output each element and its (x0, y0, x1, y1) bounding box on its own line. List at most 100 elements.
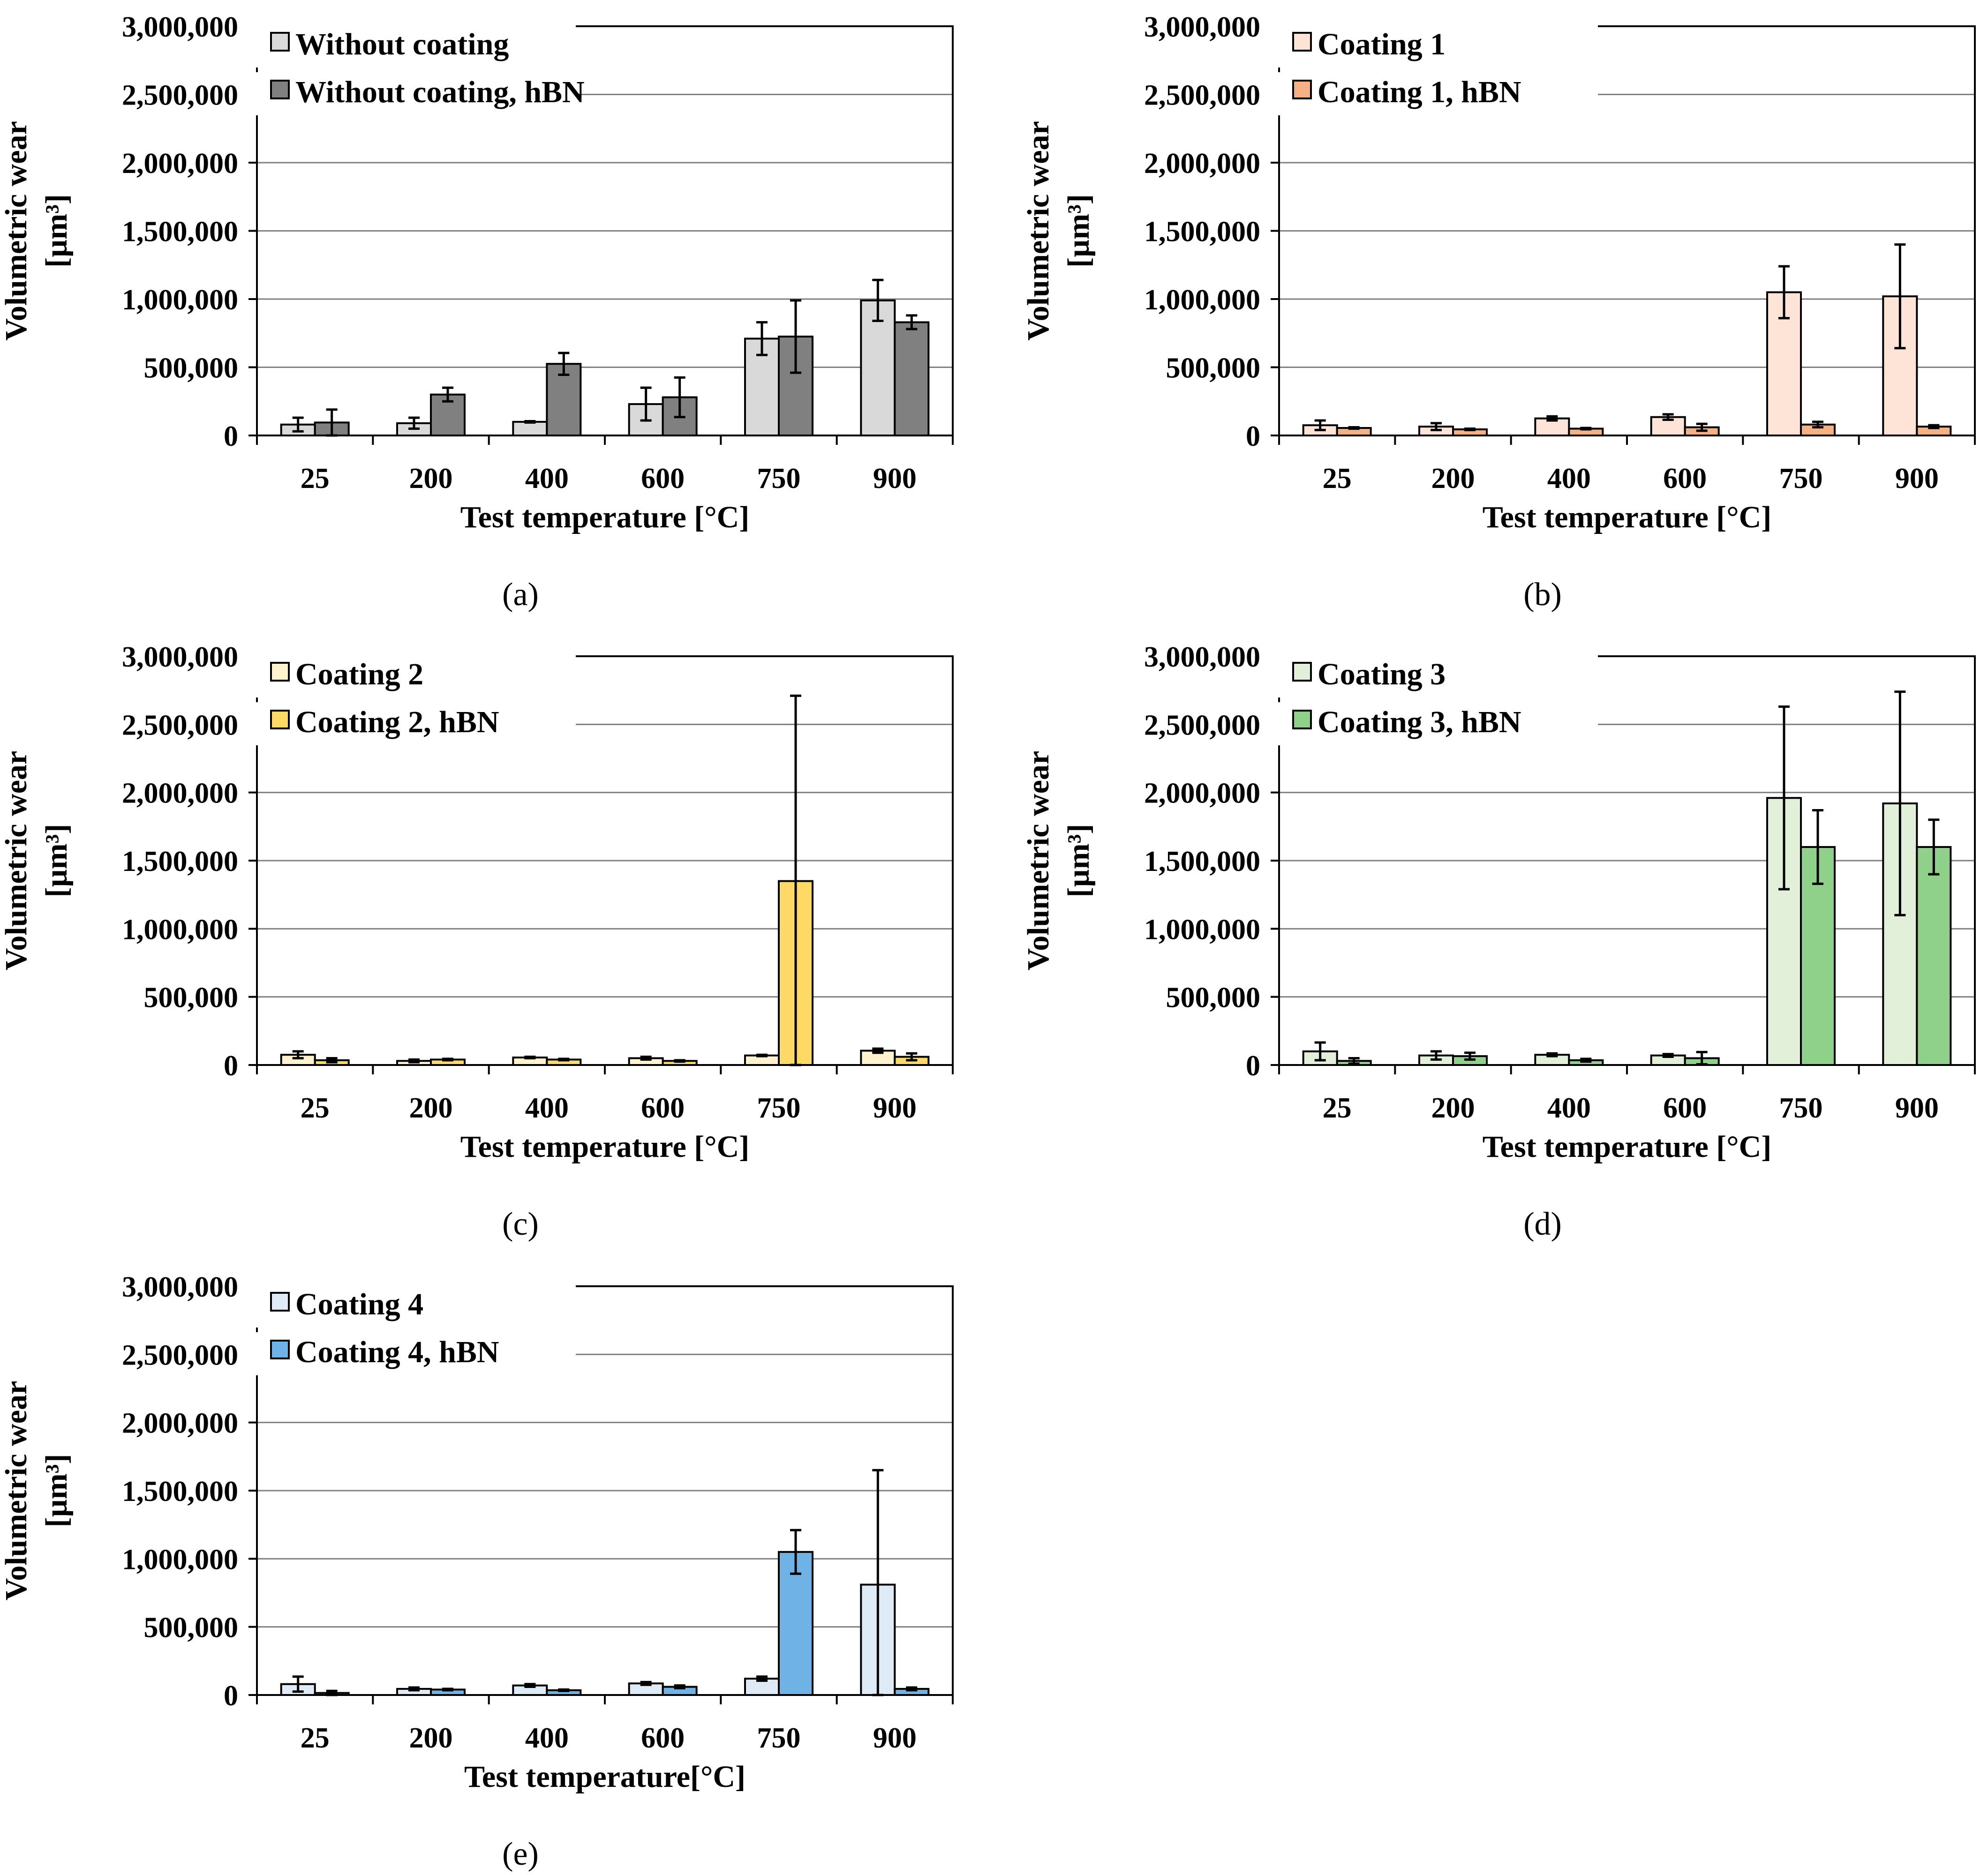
bar-without-coating-hbn-900 (894, 321, 930, 436)
y-tick-label: 2,500,000 (1144, 80, 1260, 112)
bar-coating-3-hbn-900 (1916, 846, 1952, 1066)
x-tick-label: 600 (641, 463, 685, 495)
y-tick-label: 1,500,000 (122, 1476, 238, 1508)
y-tick-label: 3,000,000 (1144, 11, 1260, 43)
x-tick-label: 200 (1431, 463, 1475, 495)
legend-background (248, 24, 576, 68)
bar-coating-4-hbn-750 (778, 1551, 813, 1696)
y-axis-title: Volumetric wear (0, 751, 33, 971)
x-tick-label: 400 (525, 1722, 569, 1754)
panel-caption: (d) (1523, 1206, 1562, 1242)
legend-swatch (270, 1340, 290, 1359)
legend-label: Without coating, hBN (295, 75, 585, 109)
y-tick-label: 0 (1246, 1050, 1260, 1082)
legend-label: Coating 2 (295, 657, 423, 691)
y-axis-title: Volumetric wear (1021, 751, 1055, 971)
x-axis-title: Test temperature [°C] (1483, 500, 1772, 534)
legend-label: Coating 3 (1318, 657, 1446, 691)
y-tick-label: 2,500,000 (122, 1339, 238, 1371)
legend: Coating 4 Coating 4, hBN (248, 1284, 576, 1375)
y-tick-label: 1,500,000 (1144, 846, 1260, 878)
y-axis-unit: [µm³] (39, 194, 74, 268)
y-axis-title: Volumetric wear (1021, 121, 1055, 341)
legend-swatch (1292, 710, 1312, 729)
y-tick-label: 0 (224, 1050, 238, 1082)
x-tick-label: 900 (873, 1722, 917, 1754)
x-axis-title: Test temperature[°C] (464, 1760, 746, 1794)
y-tick-label: 500,000 (144, 1612, 239, 1644)
y-tick-label: 1,000,000 (122, 284, 238, 316)
x-tick-label: 400 (1547, 463, 1591, 495)
x-tick-label: 750 (757, 1092, 801, 1124)
x-tick-label: 600 (641, 1722, 685, 1754)
x-tick-label: 25 (301, 463, 330, 495)
legend-background (248, 702, 576, 745)
x-tick-label: 750 (1779, 1092, 1823, 1124)
y-axis-unit: [µm³] (39, 1454, 74, 1528)
y-tick-label: 2,000,000 (1144, 778, 1260, 810)
plot-frame (256, 25, 954, 436)
y-tick-label: 2,500,000 (1144, 709, 1260, 741)
x-tick-label: 200 (409, 463, 453, 495)
legend-background (248, 654, 576, 698)
x-tick-label: 750 (757, 463, 801, 495)
legend-label: Coating 4, hBN (295, 1335, 499, 1369)
panel-caption: (e) (502, 1836, 539, 1872)
legend: Coating 3 Coating 3, hBN (1270, 654, 1598, 745)
legend-swatch (1292, 80, 1312, 99)
legend-background (1270, 24, 1598, 68)
legend-background (248, 1284, 576, 1328)
legend-swatch (1292, 662, 1312, 682)
x-tick-label: 25 (301, 1722, 330, 1754)
y-tick-label: 3,000,000 (122, 1271, 238, 1303)
x-tick-label: 400 (1547, 1092, 1591, 1124)
legend: Without coating Without coating, hBN (248, 24, 585, 115)
y-tick-label: 1,000,000 (122, 914, 238, 945)
y-tick-label: 3,000,000 (122, 11, 238, 43)
legend-label: Coating 1 (1318, 27, 1446, 61)
y-tick-label: 2,500,000 (122, 80, 238, 112)
y-tick-label: 1,500,000 (1144, 216, 1260, 248)
legend-swatch (270, 1292, 290, 1312)
legend: Coating 1 Coating 1, hBN (1270, 24, 1598, 115)
x-tick-label: 25 (1323, 463, 1352, 495)
y-tick-label: 500,000 (1166, 352, 1261, 384)
x-tick-label: 400 (525, 463, 569, 495)
y-tick-label: 2,000,000 (122, 1408, 238, 1440)
x-axis-title: Test temperature [°C] (460, 1130, 750, 1164)
x-tick-label: 200 (409, 1092, 453, 1124)
plot-frame (256, 655, 954, 1066)
legend-swatch (1292, 32, 1312, 52)
x-tick-label: 200 (1431, 1092, 1475, 1124)
legend: Coating 2 Coating 2, hBN (248, 654, 576, 745)
x-axis-title: Test temperature [°C] (1483, 1130, 1772, 1164)
y-tick-label: 1,500,000 (122, 846, 238, 878)
y-tick-label: 500,000 (144, 352, 239, 384)
y-tick-label: 1,000,000 (122, 1544, 238, 1575)
panel-caption: (a) (502, 577, 539, 613)
y-tick-label: 1,000,000 (1144, 914, 1260, 945)
x-tick-label: 600 (1663, 1092, 1707, 1124)
y-tick-label: 0 (224, 1680, 238, 1712)
x-tick-label: 600 (1663, 463, 1707, 495)
y-tick-label: 3,000,000 (1144, 641, 1260, 673)
x-tick-label: 900 (1895, 463, 1939, 495)
x-tick-label: 900 (873, 1092, 917, 1124)
legend-background (1270, 654, 1598, 698)
legend-label: Coating 3, hBN (1318, 705, 1521, 739)
y-axis-title: Volumetric wear (0, 1381, 33, 1601)
y-tick-label: 1,500,000 (122, 216, 238, 248)
x-tick-label: 750 (757, 1722, 801, 1754)
legend-background (1270, 72, 1598, 115)
legend-swatch (270, 32, 290, 52)
legend-label: Coating 2, hBN (295, 705, 499, 739)
chart-panel-2: 0 500,000 1,000,000 1,500,000 2,000,000 2,500… (1021, 11, 1976, 613)
y-axis-unit: [µm³] (1062, 824, 1096, 898)
y-tick-label: 2,000,000 (122, 778, 238, 810)
legend-label: Without coating (295, 27, 509, 61)
x-tick-label: 900 (1895, 1092, 1939, 1124)
legend-label: Coating 4 (295, 1287, 423, 1321)
x-tick-label: 900 (873, 463, 917, 495)
y-tick-label: 3,000,000 (122, 641, 238, 673)
